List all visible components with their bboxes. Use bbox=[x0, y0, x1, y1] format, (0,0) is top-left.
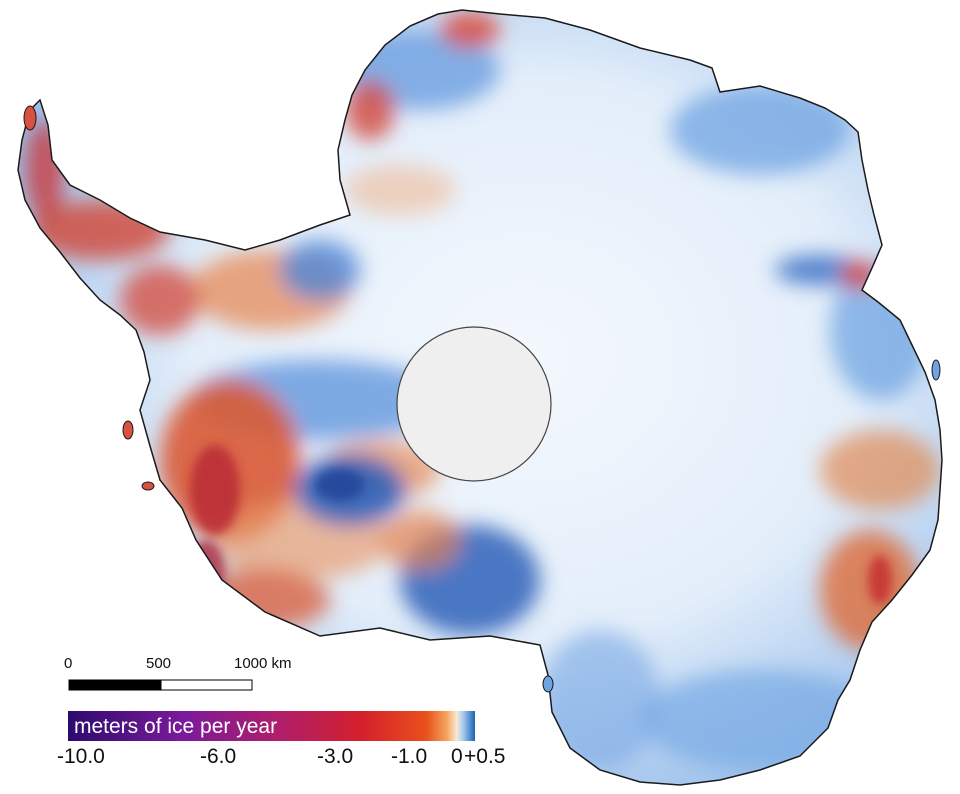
legend-tick-minus-3: -3.0 bbox=[317, 745, 354, 768]
legend-tick-plus-0-5: +0.5 bbox=[464, 745, 506, 768]
pole-hole bbox=[396, 326, 552, 482]
scale-label-1000-km: 1000 km bbox=[234, 655, 292, 672]
legend-tick-minus-10: -10.0 bbox=[57, 745, 105, 768]
legend-tick-zero: 0 bbox=[451, 745, 463, 768]
scale-label-500: 500 bbox=[146, 655, 172, 672]
legend-color-bar bbox=[68, 711, 475, 741]
legend-tick-minus-6: -6.0 bbox=[200, 745, 237, 768]
ice-change-patches bbox=[25, 12, 940, 770]
scale-bar bbox=[68, 679, 253, 691]
legend-tick-minus-1: -1.0 bbox=[391, 745, 428, 768]
islands bbox=[23, 105, 941, 693]
legend-title: meters of ice per year bbox=[74, 715, 278, 738]
scale-label-0: 0 bbox=[64, 655, 73, 672]
scale-bar-segment-light bbox=[160, 679, 253, 691]
scale-bar-segment-dark bbox=[68, 679, 162, 691]
coastline bbox=[17, 9, 943, 786]
